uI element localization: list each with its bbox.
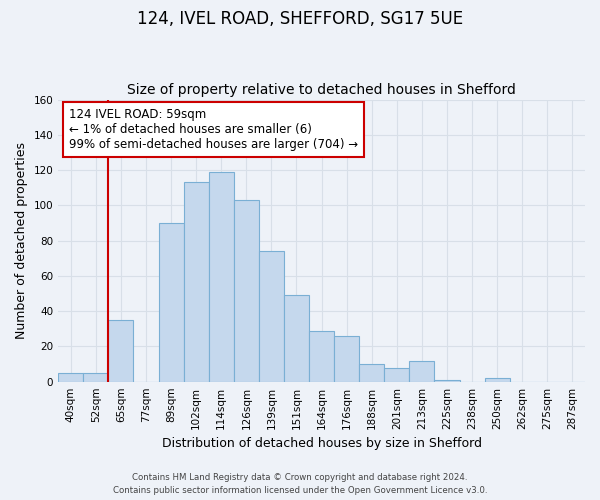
- Bar: [284, 296, 309, 382]
- Y-axis label: Number of detached properties: Number of detached properties: [15, 142, 28, 339]
- Bar: [334, 336, 359, 382]
- Bar: [109, 320, 133, 382]
- Bar: [409, 360, 434, 382]
- Bar: [83, 373, 109, 382]
- Bar: [434, 380, 460, 382]
- Text: 124 IVEL ROAD: 59sqm
← 1% of detached houses are smaller (6)
99% of semi-detache: 124 IVEL ROAD: 59sqm ← 1% of detached ho…: [69, 108, 358, 151]
- Bar: [184, 182, 209, 382]
- Bar: [209, 172, 234, 382]
- Bar: [309, 330, 334, 382]
- Title: Size of property relative to detached houses in Shefford: Size of property relative to detached ho…: [127, 83, 516, 97]
- Bar: [234, 200, 259, 382]
- Bar: [259, 251, 284, 382]
- X-axis label: Distribution of detached houses by size in Shefford: Distribution of detached houses by size …: [161, 437, 482, 450]
- Bar: [158, 223, 184, 382]
- Bar: [58, 373, 83, 382]
- Text: 124, IVEL ROAD, SHEFFORD, SG17 5UE: 124, IVEL ROAD, SHEFFORD, SG17 5UE: [137, 10, 463, 28]
- Text: Contains HM Land Registry data © Crown copyright and database right 2024.
Contai: Contains HM Land Registry data © Crown c…: [113, 474, 487, 495]
- Bar: [359, 364, 385, 382]
- Bar: [385, 368, 409, 382]
- Bar: [485, 378, 510, 382]
